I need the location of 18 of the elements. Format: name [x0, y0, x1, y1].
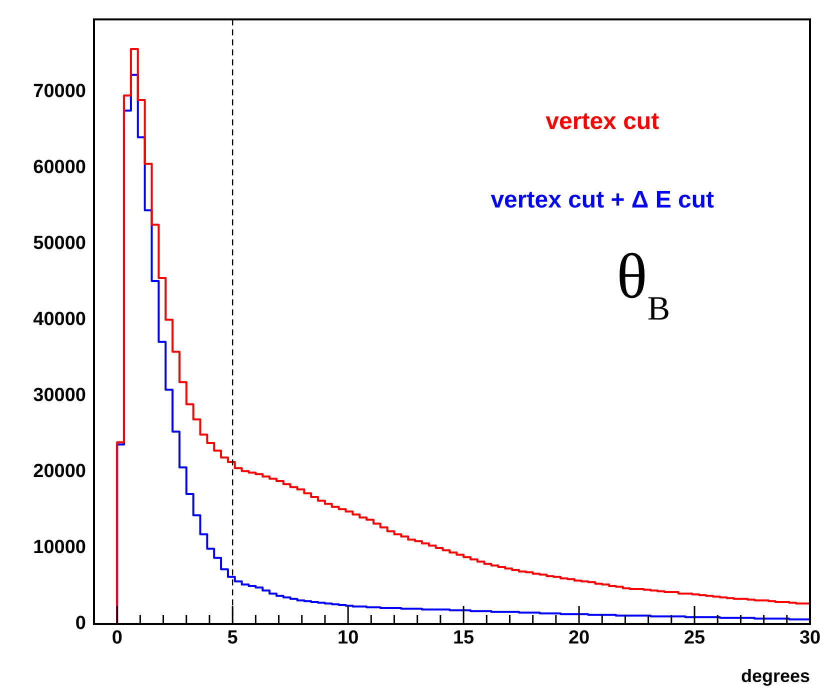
x-tick-label: 0: [112, 628, 122, 649]
text: vertex cut: [546, 108, 660, 135]
x-tick-label: 5: [227, 628, 238, 649]
y-tick-label: 20000: [33, 461, 86, 482]
x-tick-label: 20: [568, 628, 590, 649]
y-tick-label: 30000: [33, 385, 86, 406]
x-tick-label: 30: [799, 628, 821, 649]
x-axis-title: degrees: [740, 666, 810, 686]
x-tick-label: 15: [452, 628, 475, 649]
x-tick-label: 10: [337, 628, 359, 649]
y-tick-label: 10000: [33, 537, 86, 558]
x-tick-label: 25: [684, 628, 706, 649]
y-tick-label: 0: [75, 613, 86, 634]
y-tick-label: 70000: [33, 80, 86, 102]
y-tick-label: 60000: [33, 156, 86, 178]
y-tick-label: 50000: [33, 232, 86, 254]
y-tick-label: 40000: [33, 309, 86, 330]
text: vertex cut + Δ E cut: [490, 186, 714, 214]
